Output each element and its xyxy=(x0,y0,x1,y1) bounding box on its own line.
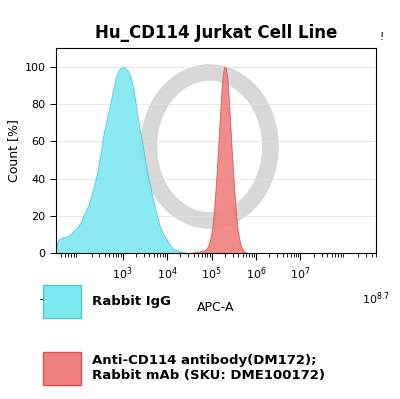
Text: $-10^{1.2}$: $-10^{1.2}$ xyxy=(38,290,74,307)
Text: $10^{8.7}$: $10^{8.7}$ xyxy=(362,290,390,307)
X-axis label: APC-A: APC-A xyxy=(197,301,235,314)
Text: Rabbit IgG: Rabbit IgG xyxy=(92,295,171,308)
FancyBboxPatch shape xyxy=(42,285,81,318)
Y-axis label: Count [%]: Count [%] xyxy=(8,119,20,182)
FancyBboxPatch shape xyxy=(42,352,81,385)
Title: Hu_CD114 Jurkat Cell Line: Hu_CD114 Jurkat Cell Line xyxy=(95,24,337,42)
Text: Anti-CD114 antibody(DM172);
Rabbit mAb (SKU: DME100172): Anti-CD114 antibody(DM172); Rabbit mAb (… xyxy=(92,354,325,382)
Text: !: ! xyxy=(379,32,384,42)
